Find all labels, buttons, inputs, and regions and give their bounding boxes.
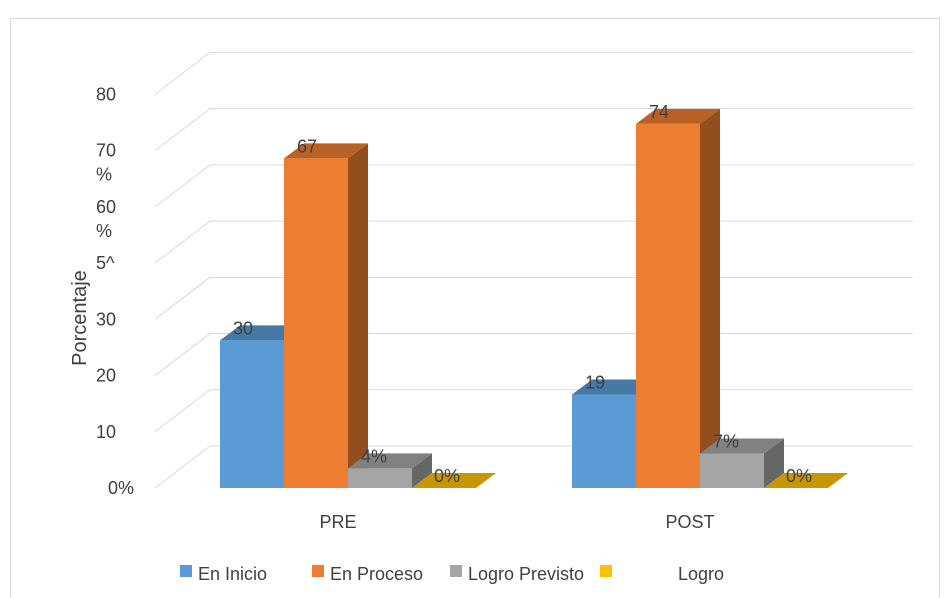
gridline-diagonal xyxy=(154,333,211,376)
y-axis-label: Porcentaje xyxy=(69,270,91,366)
y-tick-label: 30 xyxy=(96,309,116,329)
data-label: 74 xyxy=(649,102,669,122)
data-label: 4% xyxy=(361,446,387,466)
gridline-diagonal xyxy=(154,389,211,433)
category-label-post: POST xyxy=(665,512,714,532)
gridline-diagonal xyxy=(154,445,211,489)
category-labels: PRE POST xyxy=(319,512,714,532)
y-tick-label: 80 xyxy=(96,84,116,104)
bar-logro-previsto-pre xyxy=(348,453,432,488)
legend-swatch xyxy=(180,565,192,577)
data-label: 7% xyxy=(713,432,739,452)
bar-en-proceso-pre xyxy=(284,143,368,489)
gridline-diagonal xyxy=(154,276,211,320)
legend-item-logro-previsto: Logro Previsto xyxy=(450,564,584,584)
bar-logro-previsto-post xyxy=(700,438,784,488)
y-tick-label: 70% xyxy=(96,141,116,185)
bar-logro-post xyxy=(764,473,848,488)
legend-item-en-inicio: En Inicio xyxy=(180,564,267,584)
y-tick-label: 20 xyxy=(96,366,116,386)
bars xyxy=(220,108,848,489)
legend-item-en-proceso: En Proceso xyxy=(312,564,423,584)
legend-label: Logro Previsto xyxy=(468,564,584,584)
y-tick-label: 5^ xyxy=(96,253,115,273)
data-label: 0% xyxy=(786,466,812,486)
chart-frame xyxy=(10,18,940,598)
gridline-diagonal xyxy=(154,220,211,264)
gridline-diagonal xyxy=(154,108,211,152)
category-label-pre: PRE xyxy=(319,512,356,532)
legend-item-logro: Logro xyxy=(600,564,724,584)
data-label: 67 xyxy=(297,136,317,156)
data-label: 30 xyxy=(233,318,253,338)
legend-swatch xyxy=(600,565,612,577)
y-tick-label: 0% xyxy=(108,478,134,498)
legend-swatch xyxy=(312,565,324,577)
legend-swatch xyxy=(450,565,462,577)
legend-label: En Inicio xyxy=(198,564,267,584)
data-label: 0% xyxy=(434,466,460,486)
legend: En Inicio En Proceso Logro Previsto Logro xyxy=(180,564,724,584)
y-tick-label: 60% xyxy=(96,197,116,241)
data-label: 19 xyxy=(585,373,605,393)
gridline-diagonal xyxy=(154,52,211,95)
y-axis-ticks: 0% 10 20 30 5^ 60 % 70 % 80 xyxy=(96,84,134,498)
legend-label: Logro xyxy=(678,564,724,584)
bar-en-proceso-post xyxy=(636,108,720,489)
y-tick-label: 10 xyxy=(96,422,116,442)
gridline-diagonal xyxy=(154,164,211,208)
bar-logro-pre xyxy=(412,473,496,488)
legend-label: En Proceso xyxy=(330,564,423,584)
data-labels: 30 67 4% 0% 19 74 7% 0% xyxy=(233,102,812,486)
